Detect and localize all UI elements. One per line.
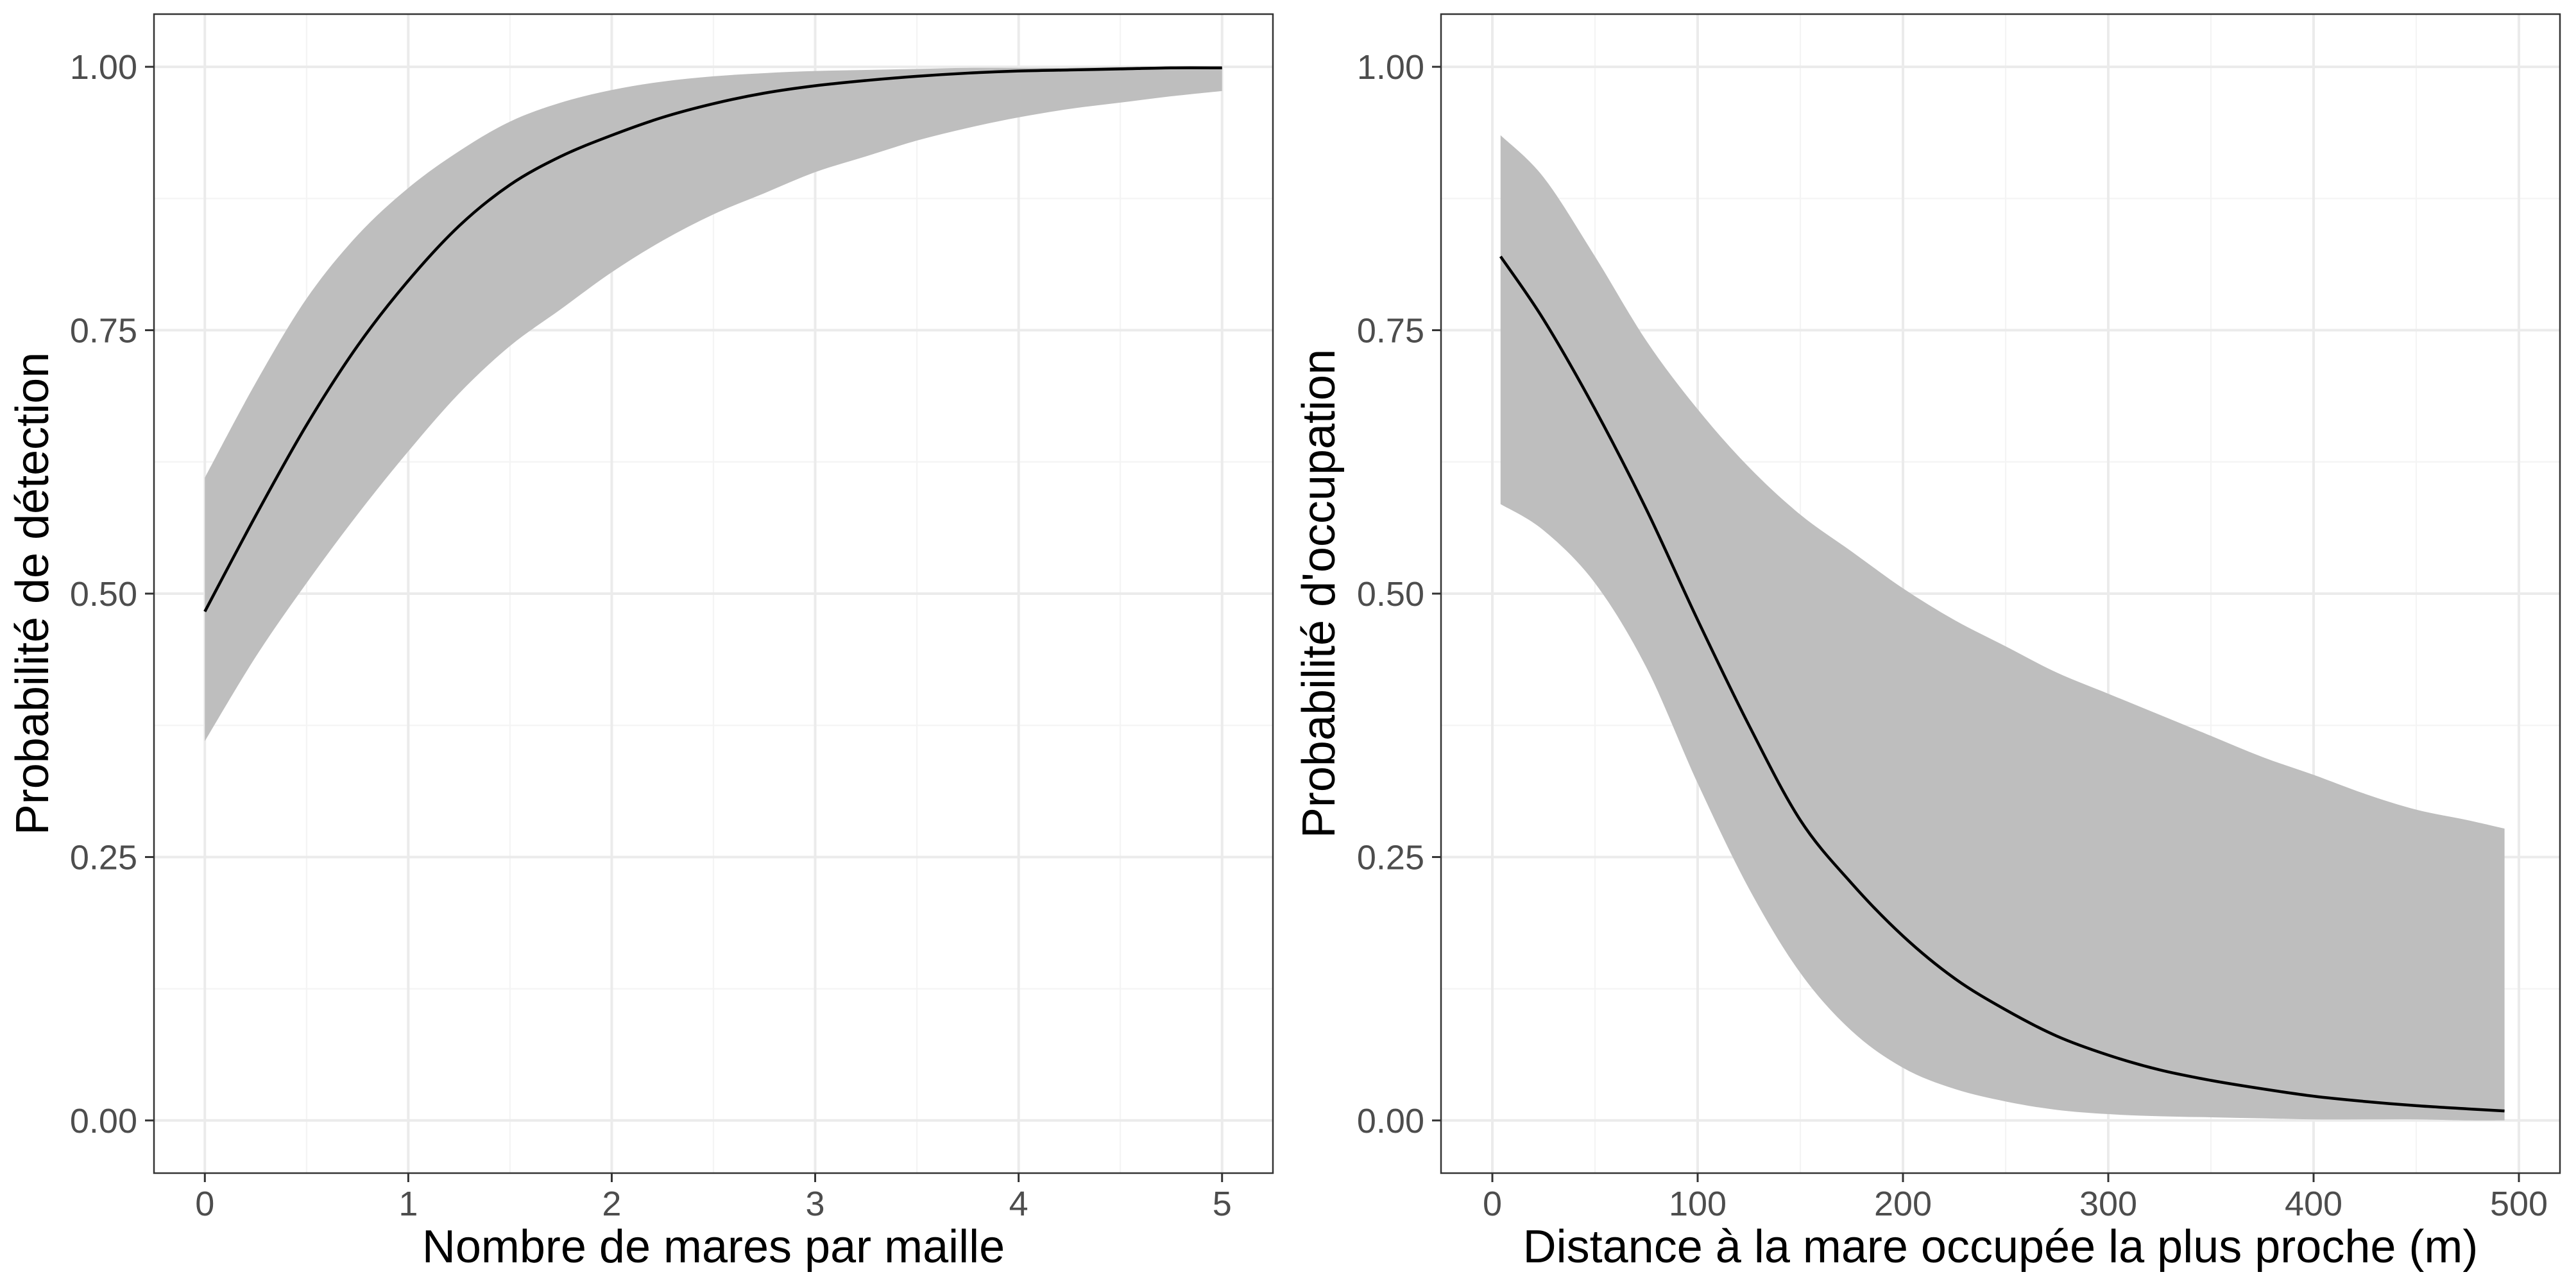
detection-x-tick-label: 1 [398,1185,418,1223]
occupation-y-tick-label: 0.75 [1357,312,1424,350]
detection-x-tick-label: 0 [195,1185,214,1223]
occupation-x-tick-label: 200 [1874,1185,1932,1223]
detection-x-tick-label: 5 [1213,1185,1232,1223]
occupation-chart: 0 100 200 300 400 500 0.00 0.25 0.50 0.75 1.00 Dis… [1293,13,2561,1273]
detection-x-tick-label: 3 [806,1185,825,1223]
occupation-axis-ticks: 0 100 200 300 400 500 0.00 0.25 0.50 0.75 1.00 [1357,48,2548,1223]
detection-confidence-ribbon [205,66,1222,741]
occupation-y-tick-label: 1.00 [1357,48,1424,87]
occupation-y-tick-label: 0.25 [1357,838,1424,877]
occupation-x-tick-label: 0 [1483,1185,1502,1223]
occupation-y-tick-label: 0.00 [1357,1102,1424,1140]
detection-ribbon-area [205,66,1222,741]
occupation-x-tick-label: 300 [2079,1185,2137,1223]
detection-y-tick-label: 1.00 [70,48,137,87]
detection-fitted-line [203,66,1222,612]
detection-x-tick-label: 2 [602,1185,621,1223]
occupation-confidence-ribbon [1500,135,2505,1121]
detection-x-axis-label: Nombre de mares par maille [422,1221,1005,1273]
occupation-curve [1499,255,2505,1113]
detection-y-tick-label: 0.25 [70,838,137,877]
detection-x-tick-label: 4 [1009,1185,1028,1223]
detection-curve [203,66,1222,612]
occupation-ribbon-area [1500,135,2505,1121]
occupation-x-axis-label: Distance à la mare occupée la plus proch… [1523,1221,2478,1273]
detection-y-tick-label: 0.00 [70,1102,137,1140]
detection-y-tick-label: 0.75 [70,312,137,350]
detection-axis-ticks: 0 1 2 3 4 5 0.00 0.25 0.50 0.75 1.00 [70,48,1232,1223]
occupation-y-axis-label: Probabilité d'occupation [1293,349,1345,838]
detection-y-tick-label: 0.50 [70,575,137,614]
occupation-x-tick-label: 100 [1669,1185,1727,1223]
detection-chart: 0 1 2 3 4 5 0.00 0.25 0.50 0.75 1.00 Nombre de mar… [7,13,1274,1273]
detection-y-axis-label: Probabilité de détection [7,352,58,836]
occupation-y-tick-label: 0.50 [1357,575,1424,614]
occupation-x-tick-label: 400 [2285,1185,2342,1223]
detection-gridlines [154,14,1273,1173]
occupation-fitted-line [1499,255,2505,1113]
occupation-x-tick-label: 500 [2490,1185,2548,1223]
